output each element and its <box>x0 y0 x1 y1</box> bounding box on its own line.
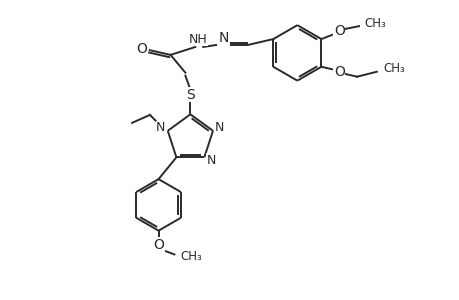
Text: CH₃: CH₃ <box>180 250 202 263</box>
Text: N: N <box>206 154 215 167</box>
Text: O: O <box>136 42 147 56</box>
Text: N: N <box>156 121 165 134</box>
Text: CH₃: CH₃ <box>363 17 385 30</box>
Text: S: S <box>185 88 194 101</box>
Text: O: O <box>333 65 344 79</box>
Text: O: O <box>153 238 164 251</box>
Text: N: N <box>218 31 229 45</box>
Text: CH₃: CH₃ <box>383 62 405 75</box>
Text: O: O <box>333 24 344 38</box>
Text: NH: NH <box>189 32 207 46</box>
Text: N: N <box>215 121 224 134</box>
